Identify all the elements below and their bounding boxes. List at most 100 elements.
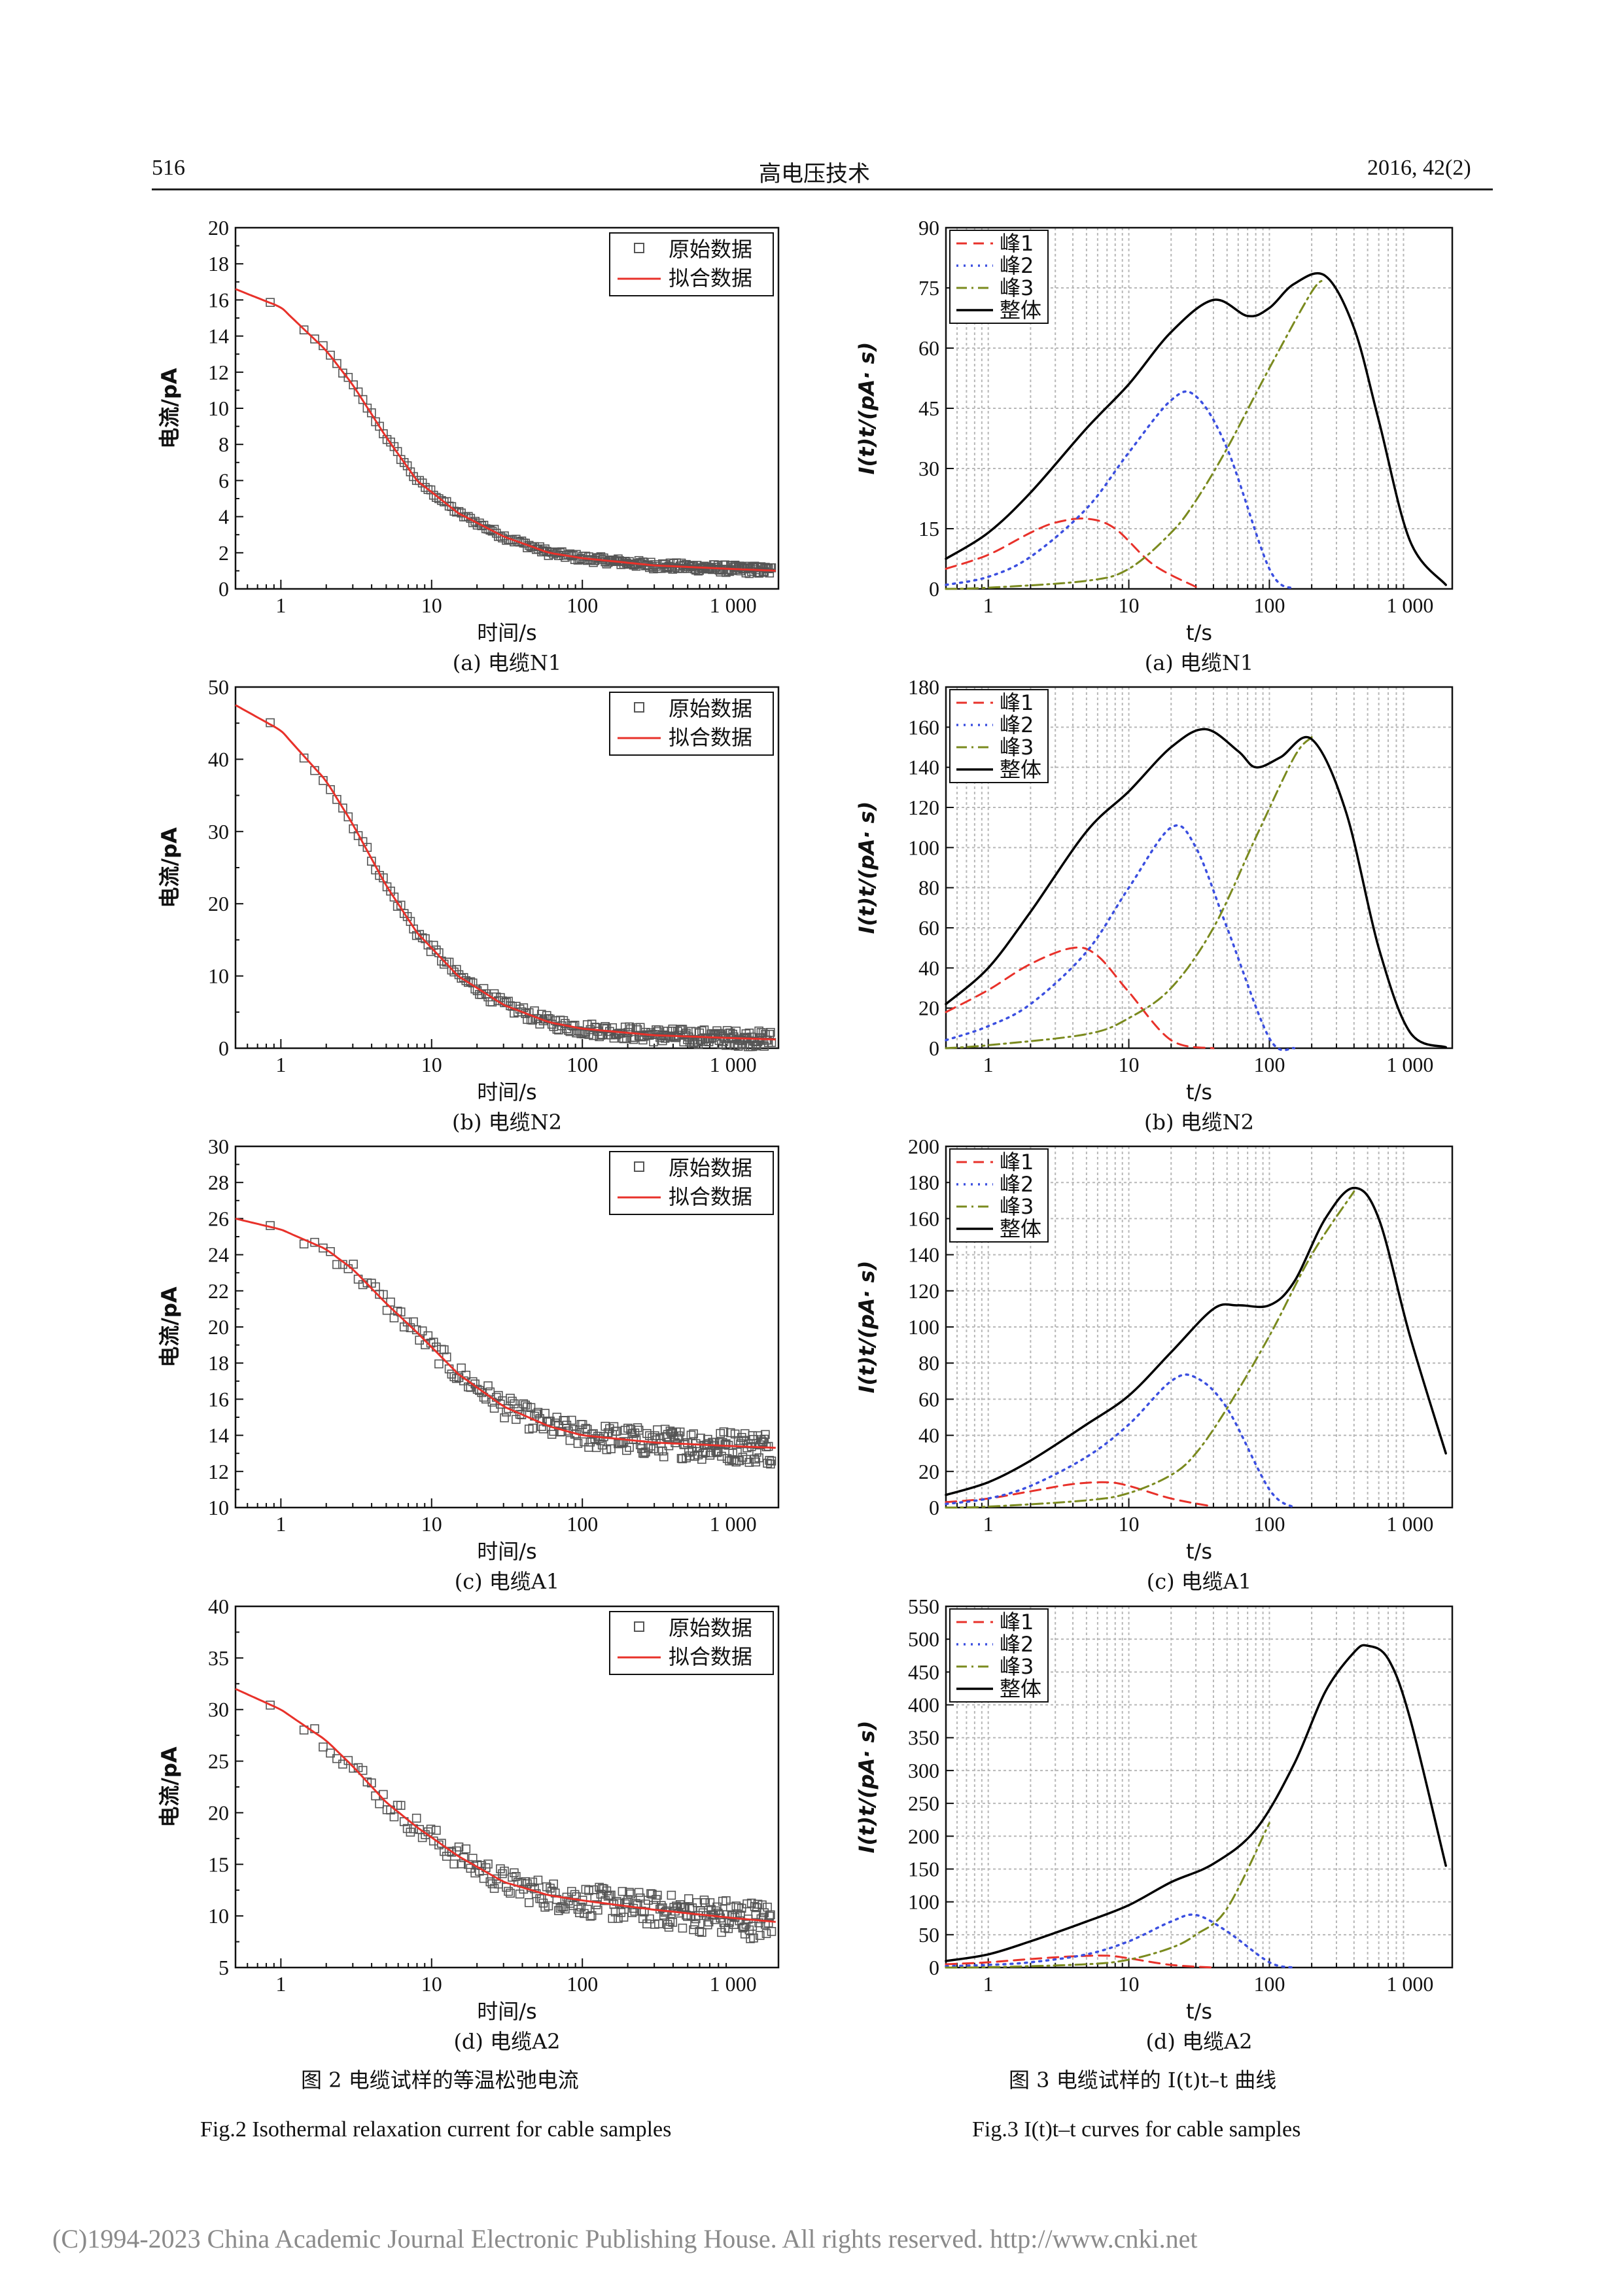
raw-data-point bbox=[358, 395, 368, 404]
raw-data-point bbox=[319, 1742, 328, 1752]
y-tick-label: 60 bbox=[918, 336, 939, 360]
y-tick-label: 180 bbox=[908, 1171, 939, 1194]
y-tick-label: 0 bbox=[218, 1036, 229, 1060]
y-tick-label: 120 bbox=[908, 1279, 939, 1303]
raw-data-point bbox=[437, 496, 446, 505]
x-tick-label: 1 000 bbox=[710, 1512, 757, 1536]
series-line-3 bbox=[945, 1822, 1270, 1969]
raw-data-point bbox=[428, 1337, 438, 1347]
chart-fig2a: 0 2 4 6 8 10 12 14 16 18 20 1 10 100 1 000 时间/s 电流/pA (a)… bbox=[157, 216, 780, 675]
raw-data-point bbox=[526, 1403, 536, 1412]
raw-data-point bbox=[733, 1436, 743, 1445]
x-tick-label: 1 000 bbox=[710, 1053, 757, 1076]
y-tick-label: 250 bbox=[908, 1792, 939, 1815]
raw-data-point bbox=[326, 785, 335, 794]
raw-data-point bbox=[619, 1437, 629, 1446]
raw-data-point bbox=[332, 794, 341, 804]
y-tick-label: 120 bbox=[908, 796, 939, 819]
x-tick-label: 1 000 bbox=[710, 1972, 757, 1996]
raw-data-point bbox=[426, 1824, 436, 1834]
y-tick-label: 20 bbox=[208, 1801, 229, 1824]
raw-data-point bbox=[603, 1892, 613, 1901]
x-tick-label: 1 000 bbox=[1386, 1053, 1433, 1076]
x-tick-label: 100 bbox=[1253, 1053, 1285, 1076]
raw-data-point bbox=[701, 1898, 710, 1907]
journal-title: 高电压技术 bbox=[759, 161, 870, 187]
raw-data-point bbox=[567, 1886, 576, 1896]
y-tick-label: 30 bbox=[918, 457, 939, 480]
x-tick-label: 10 bbox=[1119, 1972, 1140, 1996]
y-axis-label: 电流/pA bbox=[157, 368, 182, 449]
raw-data-point bbox=[415, 476, 425, 486]
y-tick-label: 30 bbox=[208, 1135, 229, 1158]
raw-data-point bbox=[468, 1854, 478, 1863]
raw-data-point bbox=[349, 1763, 358, 1773]
raw-data-point bbox=[402, 1317, 412, 1327]
raw-data-point bbox=[399, 909, 409, 918]
y-tick-label: 200 bbox=[908, 1824, 939, 1848]
legend-label-raw: 原始数据 bbox=[669, 696, 752, 721]
raw-data-point bbox=[326, 350, 335, 360]
raw-data-point bbox=[663, 1920, 672, 1930]
raw-data-point bbox=[449, 1372, 459, 1381]
y-tick-label: 140 bbox=[908, 756, 939, 779]
raw-data-point bbox=[406, 467, 415, 476]
y-tick-label: 150 bbox=[908, 1857, 939, 1881]
x-axis-label: 时间/s bbox=[477, 1999, 536, 2024]
y-tick-label: 550 bbox=[908, 1595, 939, 1618]
y-tick-label: 15 bbox=[918, 517, 939, 540]
raw-data-point bbox=[665, 1916, 675, 1926]
raw-data-point bbox=[449, 506, 459, 516]
x-tick-label: 100 bbox=[1253, 1972, 1285, 1996]
series-line-2 bbox=[945, 1373, 1296, 1509]
legend-label-2: 峰2 bbox=[1000, 713, 1034, 737]
chart-fig3b: 0 20 40 60 80 100 120 140 160 180 1 10 100 1 000 t/s I(… bbox=[854, 675, 1454, 1135]
raw-data-point bbox=[685, 1451, 695, 1460]
y-tick-label: 14 bbox=[208, 325, 229, 348]
raw-data-point bbox=[498, 1869, 507, 1879]
legend-label-3: 峰3 bbox=[1000, 735, 1034, 760]
chart-subtitle: (d) 电缆A2 bbox=[453, 2029, 560, 2054]
x-tick-label: 1 000 bbox=[710, 593, 757, 617]
legend-marker-raw bbox=[634, 1621, 644, 1632]
y-tick-label: 0 bbox=[929, 1496, 939, 1519]
y-tick-label: 100 bbox=[908, 836, 939, 859]
raw-data-point bbox=[573, 1439, 583, 1448]
y-tick-label: 25 bbox=[208, 1750, 229, 1773]
x-tick-label: 1 bbox=[983, 1512, 994, 1536]
raw-data-point bbox=[500, 1866, 509, 1876]
chart-subtitle: (a) 电缆N1 bbox=[453, 650, 562, 675]
y-tick-label: 8 bbox=[218, 433, 229, 456]
raw-data-point bbox=[584, 1886, 593, 1896]
raw-data-point bbox=[396, 1801, 406, 1810]
raw-data-point bbox=[266, 298, 275, 307]
y-tick-label: 80 bbox=[918, 876, 939, 900]
raw-data-point bbox=[524, 1898, 534, 1907]
fig3-caption-cn: 图 3 电缆试样的 I(t)t–t 曲线 bbox=[1009, 2068, 1276, 2093]
legend-label-1: 峰1 bbox=[1000, 231, 1034, 256]
raw-data-point bbox=[718, 1896, 727, 1906]
x-tick-label: 10 bbox=[1119, 1512, 1140, 1536]
chart-subtitle: (b) 电缆N2 bbox=[1144, 1110, 1254, 1135]
raw-data-point bbox=[667, 1890, 676, 1900]
raw-data-point bbox=[659, 1452, 669, 1462]
raw-data-point bbox=[606, 1444, 616, 1454]
x-tick-label: 100 bbox=[567, 1512, 598, 1536]
fit-line bbox=[235, 288, 776, 572]
legend-label-4: 整体 bbox=[1000, 1676, 1041, 1701]
raw-data-point bbox=[299, 325, 309, 334]
y-tick-label: 12 bbox=[208, 1460, 229, 1483]
y-axis-label: I(t)t/(pA· s) bbox=[854, 1261, 879, 1394]
raw-data-point bbox=[644, 1443, 653, 1453]
raw-data-point bbox=[332, 359, 341, 368]
y-tick-label: 80 bbox=[918, 1351, 939, 1375]
fit-line bbox=[235, 1217, 776, 1449]
y-axis-label: 电流/pA bbox=[157, 1746, 182, 1828]
raw-data-point bbox=[584, 1030, 593, 1039]
y-tick-label: 2 bbox=[218, 541, 229, 565]
y-tick-label: 0 bbox=[929, 577, 939, 601]
y-tick-label: 140 bbox=[908, 1243, 939, 1267]
raw-data-point bbox=[678, 1923, 688, 1933]
raw-data-point bbox=[517, 1410, 527, 1420]
raw-data-point bbox=[690, 1920, 699, 1930]
